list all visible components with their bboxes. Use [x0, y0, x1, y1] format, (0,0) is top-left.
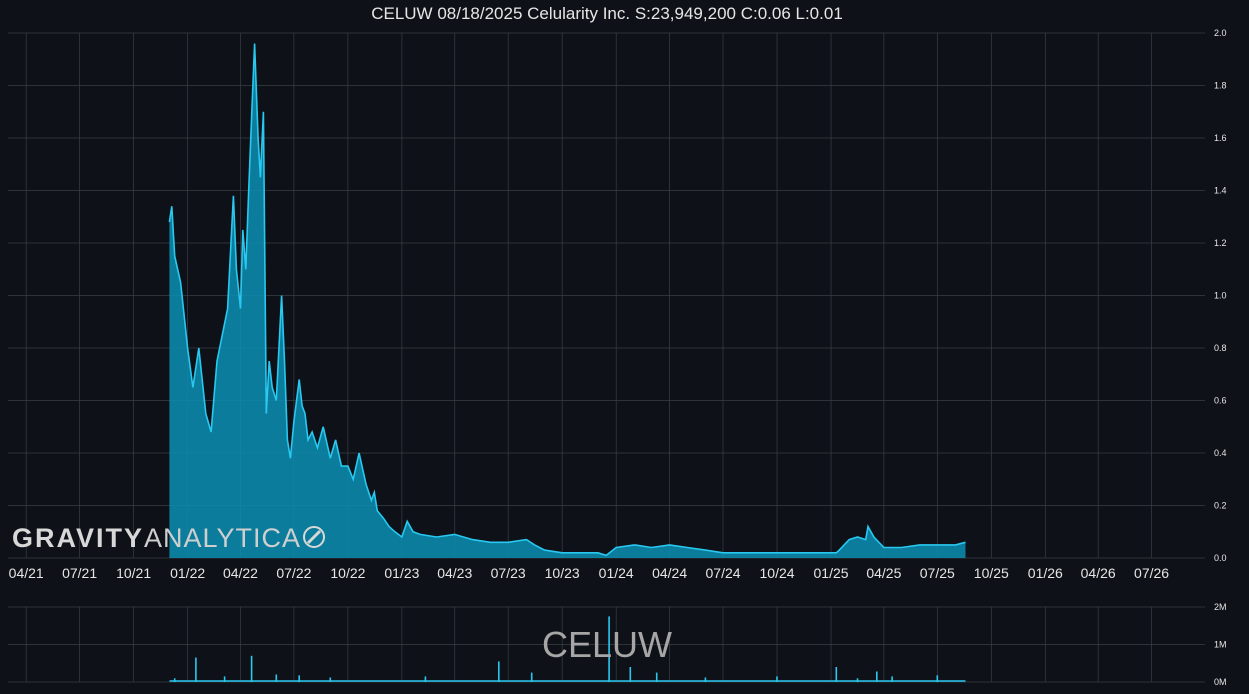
x-tick-label: 01/24 — [599, 565, 634, 581]
volume-bar — [195, 657, 197, 682]
x-tick-label: 01/23 — [384, 565, 419, 581]
x-tick-label: 10/22 — [330, 565, 365, 581]
x-tick-label: 04/21 — [9, 565, 44, 581]
volume-y-tick-label: 0M — [1214, 677, 1227, 687]
y-tick-label: 2.0 — [1214, 28, 1227, 38]
volume-bars — [169, 616, 966, 683]
y-tick-label: 1.4 — [1214, 186, 1227, 196]
volume-bar — [629, 667, 632, 682]
x-tick-label: 04/24 — [652, 565, 687, 581]
x-tick-label: 10/24 — [760, 565, 795, 581]
volume-bar — [173, 678, 176, 683]
x-tick-label: 07/26 — [1134, 565, 1169, 581]
volume-bar — [776, 676, 778, 682]
volume-bar — [498, 661, 500, 682]
volume-bar — [876, 671, 878, 682]
volume-bar — [608, 616, 610, 682]
volume-axis-labels: 0M 1M 2M — [1214, 602, 1227, 687]
volume-bar — [223, 676, 226, 682]
volume-bar — [530, 672, 533, 682]
x-tick-label: 07/23 — [491, 565, 526, 581]
x-tick-label: 07/22 — [276, 565, 311, 581]
y-tick-label: 1.6 — [1214, 133, 1227, 143]
y-tick-label: 1.8 — [1214, 81, 1227, 91]
x-tick-label: 01/25 — [814, 565, 849, 581]
x-tick-label: 07/21 — [62, 565, 97, 581]
y-tick-label: 0.2 — [1214, 501, 1227, 511]
x-tick-label: 10/21 — [116, 565, 151, 581]
x-tick-label: 07/24 — [706, 565, 741, 581]
x-tick-label: 07/25 — [920, 565, 955, 581]
brand-name-gravity: GRAVITY — [12, 523, 145, 553]
volume-bar — [856, 678, 859, 683]
y-tick-label: 0.4 — [1214, 448, 1227, 458]
price-series-line — [168, 43, 966, 557]
volume-bar — [298, 675, 300, 683]
brand-name-analytica: ANALYTICA — [144, 523, 302, 553]
volume-y-tick-label: 1M — [1214, 640, 1227, 650]
price-area-layer — [168, 43, 966, 558]
volume-bar — [936, 675, 939, 683]
x-tick-label: 04/22 — [223, 565, 258, 581]
y-tick-label: 0.6 — [1214, 396, 1227, 406]
volume-bar — [891, 676, 893, 682]
volume-bar — [275, 674, 278, 682]
x-tick-label: 10/25 — [974, 565, 1009, 581]
volume-grid — [8, 606, 1205, 683]
volume-bar — [424, 676, 427, 682]
x-tick-label: 04/23 — [437, 565, 472, 581]
x-tick-label: 04/26 — [1081, 565, 1116, 581]
y-tick-label: 1.0 — [1214, 291, 1227, 301]
y-tick-label: 0.0 — [1214, 553, 1227, 563]
price-axis-labels: 0.0 0.2 0.4 0.6 0.8 1.0 1.2 1.4 1.6 1.8 2.0 04/21 07… — [9, 28, 1227, 581]
x-tick-label: 04/25 — [866, 565, 901, 581]
y-tick-label: 0.8 — [1214, 343, 1227, 353]
x-tick-label: 01/26 — [1028, 565, 1063, 581]
y-tick-label: 1.2 — [1214, 238, 1227, 248]
volume-bar — [329, 677, 332, 682]
brand-watermark: GRAVITYANALYTICA — [12, 521, 327, 554]
volume-bar — [704, 677, 707, 682]
volume-y-tick-label: 2M — [1214, 602, 1227, 612]
x-tick-label: 01/22 — [170, 565, 205, 581]
volume-bar — [250, 655, 253, 683]
price-area-fill — [169, 43, 966, 558]
volume-ticker-watermark: CELUW — [541, 624, 672, 665]
volume-bar — [835, 667, 838, 682]
volume-bar — [655, 672, 658, 682]
chart-title: CELUW 08/18/2025 Celularity Inc. S:23,94… — [371, 4, 843, 23]
rocket-orbit-icon — [303, 526, 326, 548]
x-tick-label: 10/23 — [545, 565, 580, 581]
